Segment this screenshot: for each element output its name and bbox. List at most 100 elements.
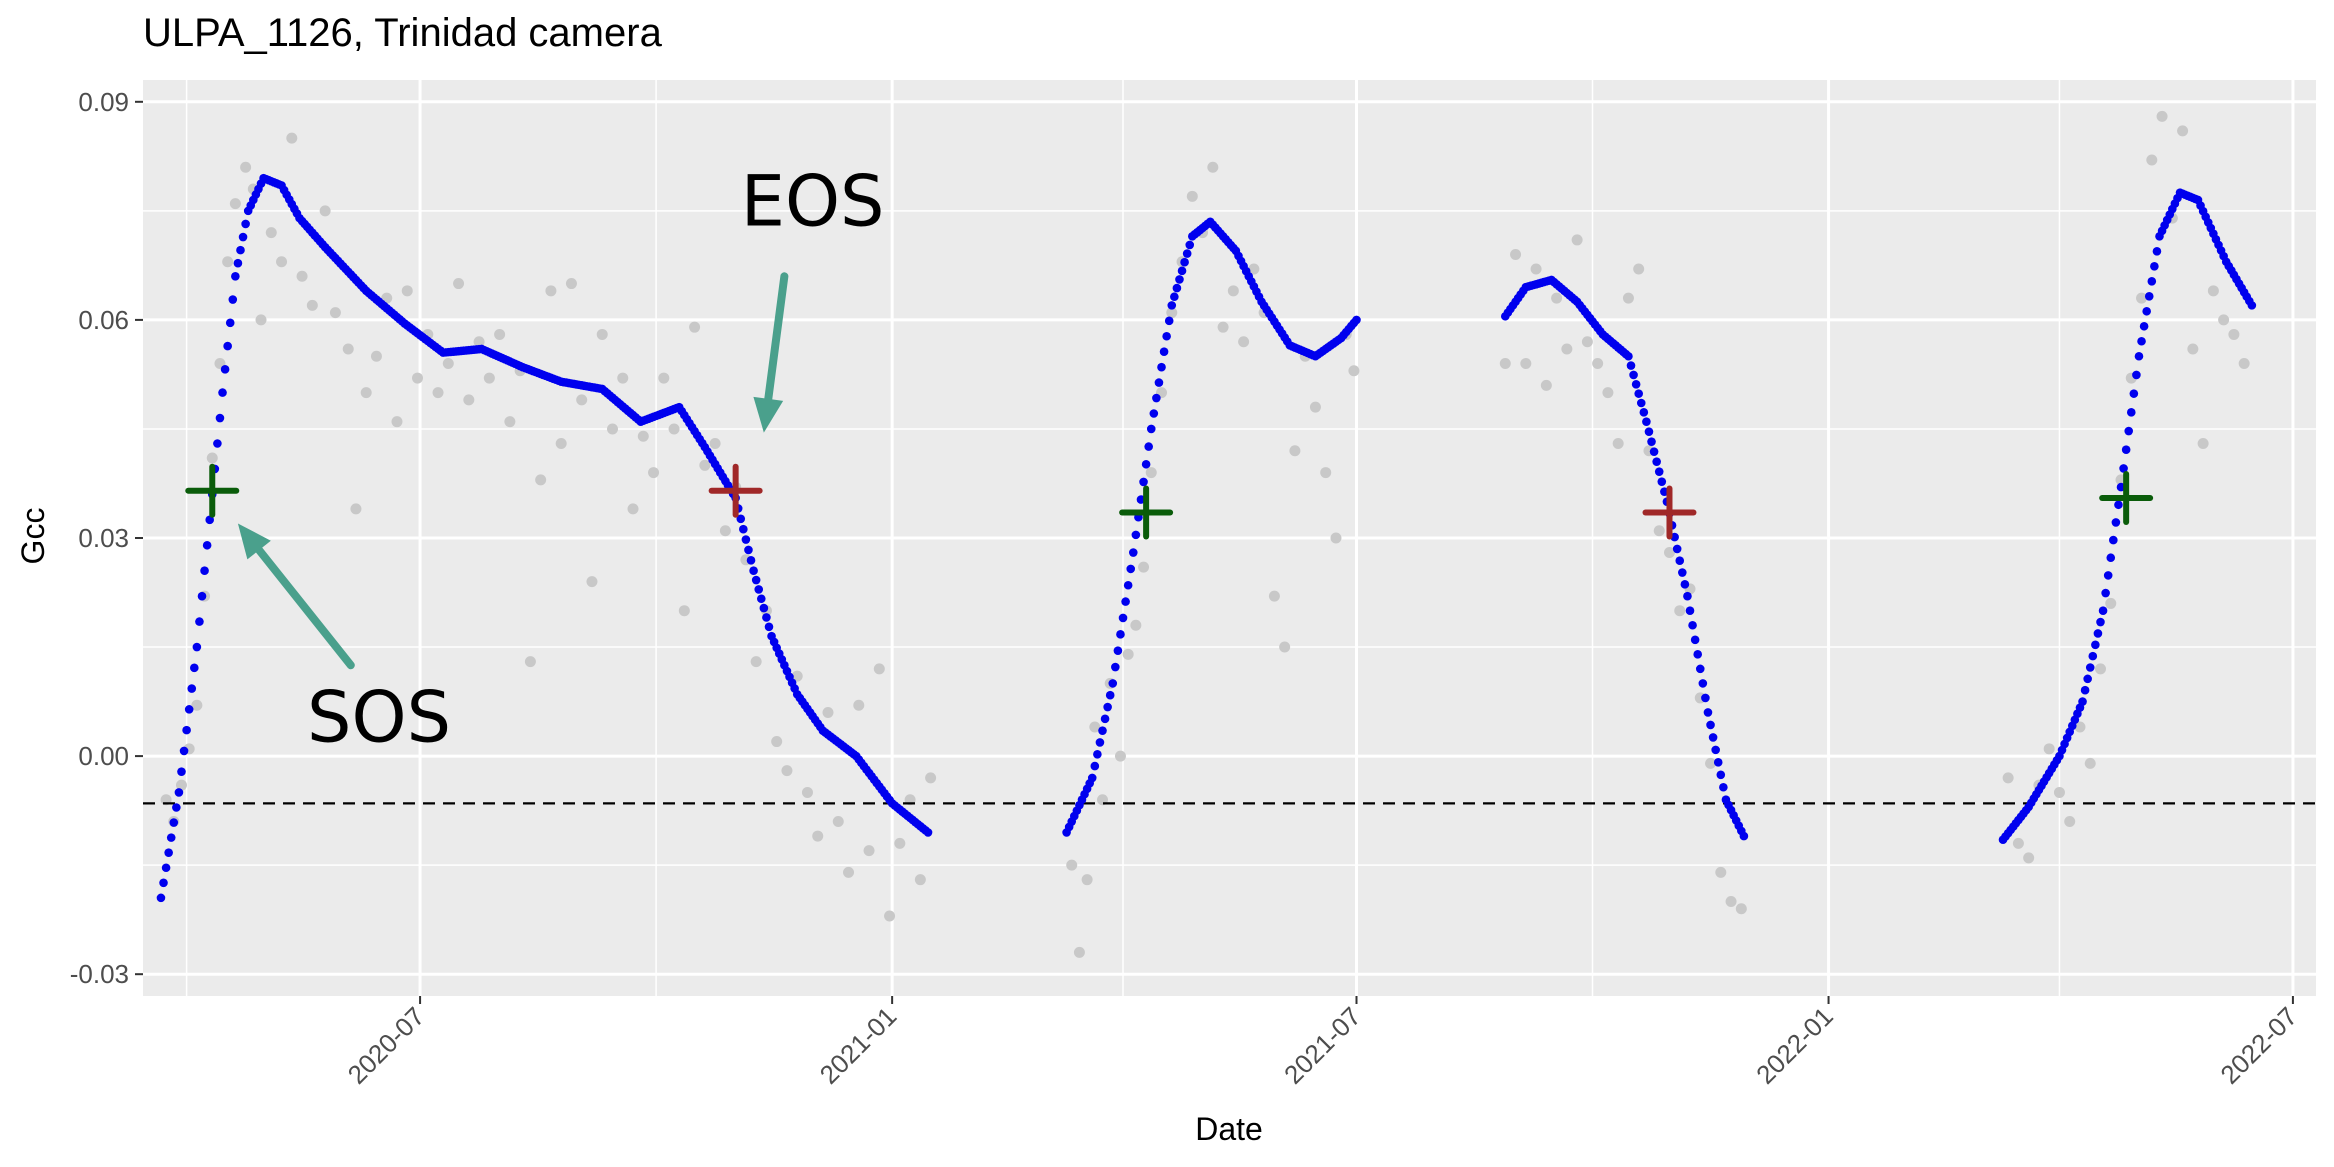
smoothed-point <box>1175 275 1184 284</box>
raw-point <box>191 699 203 711</box>
raw-point <box>504 416 516 428</box>
smoothed-point <box>218 388 227 397</box>
raw-point <box>1073 946 1085 958</box>
raw-point <box>463 394 475 406</box>
phenology-markers-layer <box>185 463 2154 540</box>
smoothed-point <box>241 219 250 229</box>
smoothed-point <box>225 318 235 328</box>
smoothed-point <box>1652 457 1661 466</box>
raw-point <box>2207 285 2219 297</box>
annotations-layer: EOS SOS <box>237 160 884 759</box>
smoothed-point <box>1087 773 1097 783</box>
raw-point <box>2074 721 2086 733</box>
smoothed-point <box>233 258 243 268</box>
raw-point <box>1186 190 1198 202</box>
smoothed-point <box>1121 597 1130 606</box>
eos-marker <box>708 463 763 518</box>
smoothed-point <box>2114 500 2123 510</box>
x-tick-label: 2022-01 <box>1750 1001 1839 1090</box>
raw-point <box>689 321 701 333</box>
raw-point <box>1138 561 1150 573</box>
smoothed-point <box>236 245 245 255</box>
smoothed-point <box>192 642 202 652</box>
raw-point <box>2012 837 2024 849</box>
raw-point <box>2136 292 2148 304</box>
raw-point <box>2002 772 2014 784</box>
smoothed-point <box>2142 306 2151 316</box>
raw-point <box>1540 379 1552 391</box>
smoothed-point <box>238 232 248 242</box>
smoothed-point <box>736 514 746 524</box>
raw-point <box>771 736 783 748</box>
smoothed-point <box>202 540 212 550</box>
raw-point <box>606 423 618 435</box>
raw-point <box>1268 590 1280 602</box>
grid-major <box>143 80 2316 996</box>
raw-point <box>1551 292 1563 304</box>
raw-point <box>1622 292 1634 304</box>
smoothed-point <box>1116 630 1125 639</box>
smoothed-point <box>1159 347 1169 357</box>
raw-point <box>1089 721 1101 733</box>
x-tick-label: 2022-07 <box>2214 1001 2303 1090</box>
raw-point <box>617 372 629 384</box>
smoothed-point <box>1149 409 1159 418</box>
raw-point <box>1130 619 1142 631</box>
smoothed-point <box>166 833 176 842</box>
raw-point <box>265 227 277 239</box>
raw-point <box>2187 343 2199 355</box>
smoothed-point <box>751 575 761 585</box>
raw-point <box>925 772 937 784</box>
smoothed-point <box>2150 261 2159 271</box>
raw-point <box>1674 605 1686 617</box>
smoothed-point <box>1180 257 1189 267</box>
smoothed-point <box>2137 336 2146 346</box>
raw-point <box>2238 358 2250 370</box>
smoothed-point <box>1152 393 1161 403</box>
smoothed-point <box>1683 591 1692 601</box>
smoothed-point <box>1675 556 1685 566</box>
raw-point <box>1289 445 1301 457</box>
raw-point <box>853 699 865 711</box>
smoothed-point <box>1093 749 1102 759</box>
raw-point <box>1227 285 1239 297</box>
raw-point <box>627 503 639 515</box>
smoothed-point <box>741 535 751 544</box>
smoothed-point <box>1167 301 1177 310</box>
raw-point <box>391 416 403 428</box>
smoothed-point <box>1146 424 1156 434</box>
raw-point <box>1530 263 1542 275</box>
raw-point <box>843 866 855 878</box>
raw-point <box>884 910 896 922</box>
eos-arrow-head <box>753 396 784 433</box>
raw-point <box>791 670 803 682</box>
raw-point <box>1114 750 1126 762</box>
raw-point <box>483 372 495 384</box>
smoothed-point <box>1695 664 1705 674</box>
raw-point <box>1081 874 1093 886</box>
smoothed-point <box>1626 361 1636 370</box>
smoothed-point <box>1688 620 1697 630</box>
raw-point <box>637 430 649 442</box>
raw-point <box>2177 125 2189 137</box>
sos-marker <box>185 463 240 518</box>
y-tick-label: -0.03 <box>70 959 129 989</box>
smoothed-point <box>1672 544 1682 554</box>
smoothed-point <box>1185 240 1195 250</box>
smoothed-point <box>1098 726 1107 735</box>
raw-point <box>709 437 721 449</box>
smoothed-point <box>1352 315 1361 325</box>
raw-point <box>873 663 885 675</box>
smoothed-point <box>172 803 181 812</box>
raw-point <box>678 605 690 617</box>
raw-point <box>535 474 547 486</box>
smoothed-point <box>1103 702 1112 712</box>
smoothed-point <box>1629 370 1638 380</box>
x-tick-label: 2021-01 <box>814 1001 903 1090</box>
smoothed-point <box>1713 758 1723 767</box>
raw-point <box>229 198 241 210</box>
smoothed-point <box>2096 617 2105 627</box>
smoothed-point <box>213 439 222 448</box>
smoothed-point <box>1698 679 1708 688</box>
smoothed-point <box>1690 635 1700 645</box>
